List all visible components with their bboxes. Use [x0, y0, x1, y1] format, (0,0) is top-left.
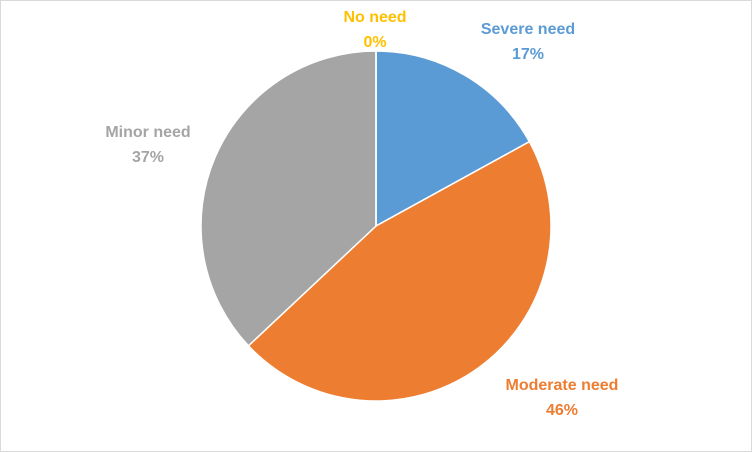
slice-label-value: 37%: [132, 149, 164, 166]
slice-label-value: 0%: [363, 34, 386, 51]
slice-label-value: 17%: [512, 46, 544, 63]
pie-slice: [200, 50, 377, 347]
slice-label-name: Minor need: [105, 124, 190, 141]
pie-slice: [247, 140, 552, 402]
slice-label-name: No need: [343, 9, 406, 26]
slice-label-name: Moderate need: [506, 377, 619, 394]
pie-slice: [375, 50, 531, 228]
slice-label-value: 46%: [546, 402, 578, 419]
slice-label-name: Severe need: [481, 21, 575, 38]
